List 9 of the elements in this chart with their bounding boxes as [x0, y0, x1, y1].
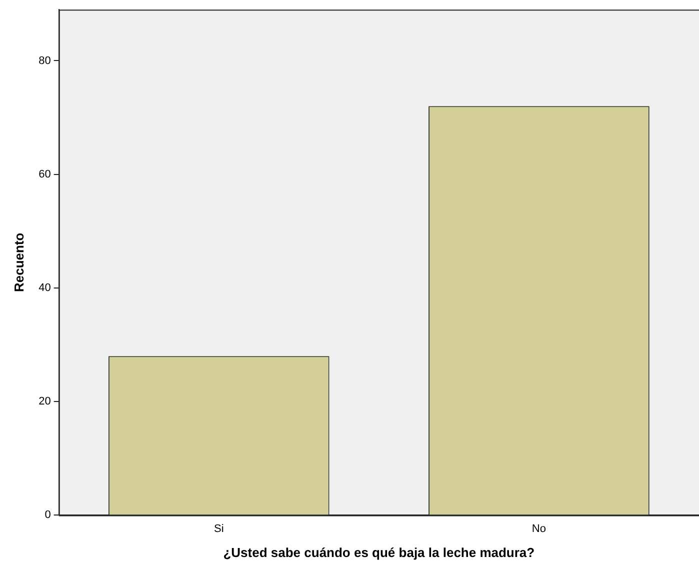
y-tick-label: 60	[38, 168, 51, 180]
x-axis-title: ¿Usted sabe cuándo es qué baja la leche madura?	[223, 544, 535, 560]
y-tick-label: 40	[38, 282, 51, 294]
y-axis-title: Recuento	[11, 232, 26, 292]
y-tick-label: 0	[44, 509, 51, 522]
x-tick-label: Si	[214, 522, 224, 535]
y-tick-label: 20	[38, 396, 51, 408]
y-tick-label: 80	[38, 54, 51, 67]
x-tick-label: No	[532, 522, 546, 535]
